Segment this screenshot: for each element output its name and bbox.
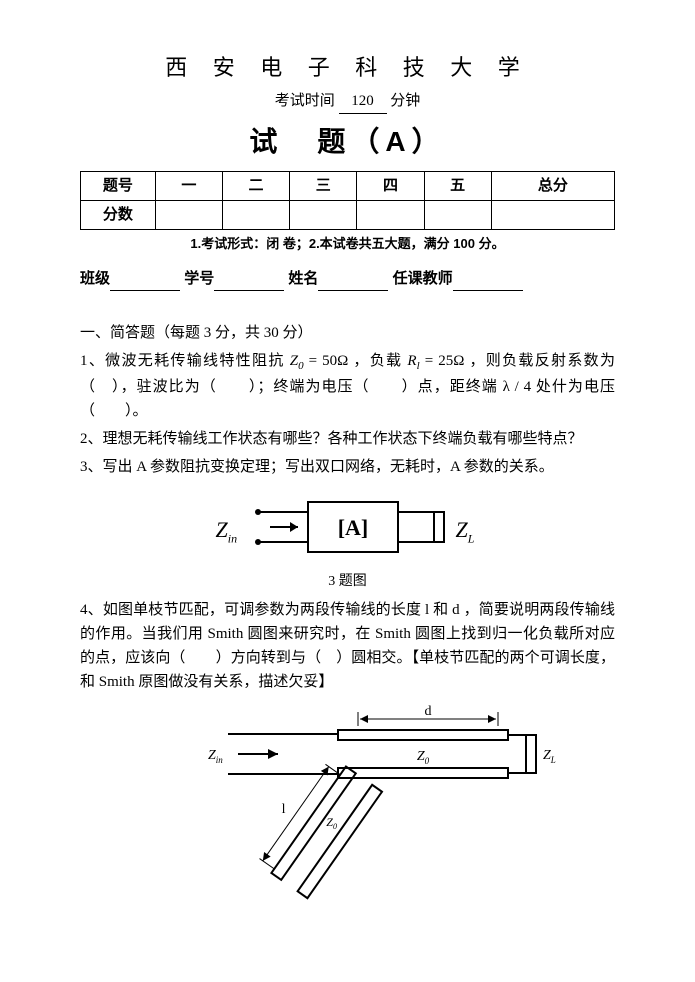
score-row-label: 分数 (81, 200, 156, 229)
fig4-d: d (424, 704, 431, 719)
score-c4 (357, 200, 424, 229)
fig3-zl-z: Z (456, 517, 468, 542)
score-c1 (155, 200, 222, 229)
exam-time-pre: 考试时间 (275, 93, 335, 109)
question-4: 4、如图单枝节匹配，可调参数为两段传输线的长度 l 和 d ，简要说明两段传输线… (80, 598, 615, 694)
fig3-zin: Zin (216, 512, 238, 549)
fig4-zin-lbl: Zin (208, 748, 223, 765)
name-label: 姓名 (288, 270, 318, 287)
q1-eq1: = 50Ω ，负载 (304, 353, 408, 369)
questions-body: 一、简答题（每题 3 分，共 30 分） 1、微波无耗传输线特性阻抗 Z0 = … (80, 321, 615, 902)
score-value-row: 分数 (81, 200, 615, 229)
fig3-zl-sub: L (468, 532, 475, 546)
student-info-line: 班级 学号 姓名 任课教师 (80, 267, 615, 291)
id-label: 学号 (184, 270, 214, 287)
score-h2: 二 (222, 171, 289, 200)
score-h5: 五 (424, 171, 491, 200)
fig4-l: l (281, 802, 285, 817)
score-c5 (424, 200, 491, 229)
fig4-z0-stub: Z0 (326, 815, 337, 831)
name-blank (318, 272, 388, 291)
score-c3 (290, 200, 357, 229)
exam-time-post: 分钟 (390, 93, 420, 109)
class-blank (110, 272, 180, 291)
university-name: 西 安 电 子 科 技 大 学 (80, 50, 615, 85)
score-header-row: 题号 一 二 三 四 五 总分 (81, 171, 615, 200)
score-h3: 三 (290, 171, 357, 200)
score-h6: 总分 (491, 171, 614, 200)
q1-rl: R (407, 353, 416, 369)
fig4-z0-main: Z0 (416, 749, 429, 766)
section1-title: 一、简答题（每题 3 分，共 30 分） (80, 321, 615, 345)
figure-4: d ZL Z0 Zin (80, 702, 615, 902)
id-blank (214, 272, 284, 291)
fig4-zl-lbl: ZL (543, 748, 556, 765)
fig3-zl: ZL (456, 512, 475, 549)
score-table: 题号 一 二 三 四 五 总分 分数 (80, 171, 615, 230)
class-label: 班级 (80, 270, 110, 287)
score-c6 (491, 200, 614, 229)
figure-3: [A] Zin ZL (80, 487, 615, 567)
teacher-label: 任课教师 (393, 270, 453, 287)
figure-3-caption: 3 题图 (80, 571, 615, 593)
fig3-zin-z: Z (216, 517, 228, 542)
exam-time-value: 120 (339, 89, 387, 114)
score-h1: 一 (155, 171, 222, 200)
question-1: 1、微波无耗传输线特性阻抗 Z0 = 50Ω ，负载 Rl = 25Ω ，则负载… (80, 349, 615, 424)
score-h4: 四 (357, 171, 424, 200)
fig3-a-label: [A] (337, 515, 368, 540)
score-h0: 题号 (81, 171, 156, 200)
teacher-blank (453, 272, 523, 291)
q1-pre: 1、微波无耗传输线特性阻抗 (80, 353, 290, 369)
score-c2 (222, 200, 289, 229)
question-3: 3、写出 A 参数阻抗变换定理；写出双口网络，无耗时，A 参数的关系。 (80, 455, 615, 479)
exam-note: 1.考试形式：闭 卷；2.本试卷共五大题，满分 100 分。 (80, 234, 615, 255)
paper-title: 试 题（A） (80, 120, 615, 165)
exam-time-line: 考试时间 120 分钟 (80, 89, 615, 114)
question-2: 2、理想无耗传输线工作状态有哪些？各种工作状态下终端负载有哪些特点？ (80, 427, 615, 451)
fig3-zin-sub: in (228, 532, 237, 546)
q1-z0: Z (290, 353, 298, 369)
